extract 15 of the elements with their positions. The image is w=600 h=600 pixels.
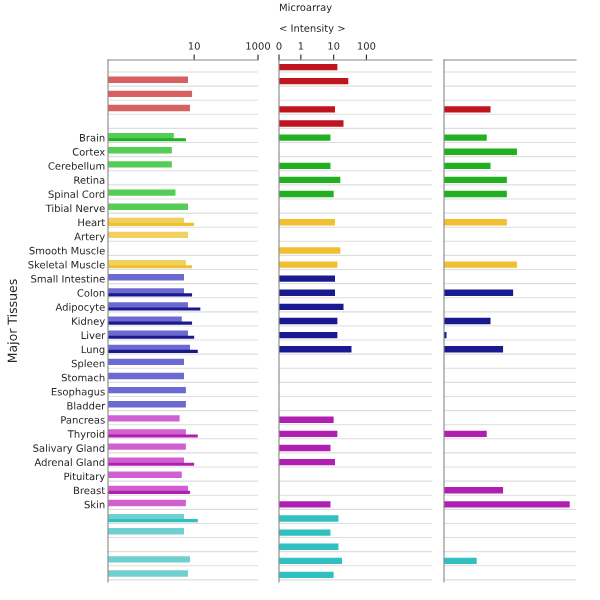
bar xyxy=(444,190,507,198)
bar xyxy=(444,501,570,508)
bar xyxy=(444,134,487,141)
bar xyxy=(444,106,491,113)
bar xyxy=(444,487,504,494)
bar xyxy=(444,148,517,155)
bar xyxy=(444,261,517,268)
bar xyxy=(444,557,477,565)
bar xyxy=(444,289,514,296)
bar xyxy=(444,176,507,184)
bar xyxy=(444,430,487,438)
bar xyxy=(444,346,504,353)
bar xyxy=(444,162,491,169)
bar xyxy=(444,219,507,226)
bar xyxy=(444,317,491,325)
